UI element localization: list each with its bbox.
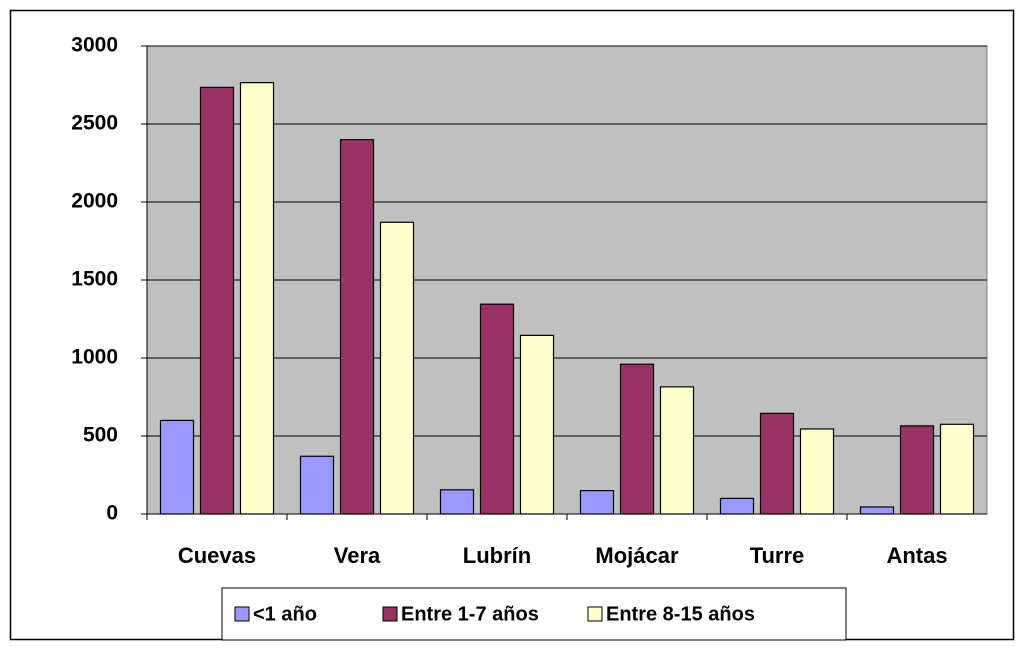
y-tick-label: 2000 bbox=[71, 190, 118, 213]
x-tick-label: Lubrín bbox=[463, 543, 531, 568]
y-tick-label: 0 bbox=[106, 502, 118, 525]
x-tick-label: Turre bbox=[750, 543, 805, 568]
x-tick-label: Vera bbox=[334, 543, 381, 568]
bar bbox=[861, 507, 894, 514]
x-tick-label: Antas bbox=[886, 543, 947, 568]
legend-label: Entre 1-7 años bbox=[401, 603, 539, 625]
legend-label: <1 año bbox=[253, 603, 317, 625]
bar bbox=[581, 491, 614, 514]
legend-marker bbox=[588, 607, 602, 621]
x-tick-label: Cuevas bbox=[178, 543, 256, 568]
legend-marker bbox=[383, 607, 397, 621]
bar bbox=[761, 413, 794, 514]
y-tick-label: 1000 bbox=[71, 346, 118, 369]
bar bbox=[721, 498, 754, 514]
bar bbox=[941, 424, 974, 514]
bar bbox=[341, 140, 374, 514]
y-tick-label: 1500 bbox=[71, 268, 118, 291]
x-tick-label: Mojácar bbox=[595, 543, 679, 568]
bar bbox=[381, 222, 414, 514]
bar bbox=[301, 456, 334, 514]
y-tick-label: 2500 bbox=[71, 112, 118, 135]
bar bbox=[901, 426, 934, 514]
bar bbox=[161, 420, 194, 514]
bar bbox=[241, 83, 274, 514]
bar bbox=[521, 335, 554, 514]
bar bbox=[801, 429, 834, 514]
bar bbox=[201, 87, 234, 514]
legend-marker bbox=[235, 607, 249, 621]
bar bbox=[481, 304, 514, 514]
bar bbox=[621, 364, 654, 514]
bar bbox=[441, 490, 474, 514]
y-tick-label: 3000 bbox=[71, 34, 118, 57]
chart: 0 500 1000 1500 2000 2500 3000 Cuevas Vera Lubrín… bbox=[0, 0, 1024, 651]
bar bbox=[661, 387, 694, 514]
legend-label: Entre 8-15 años bbox=[606, 603, 755, 625]
y-tick-label: 500 bbox=[83, 424, 118, 447]
